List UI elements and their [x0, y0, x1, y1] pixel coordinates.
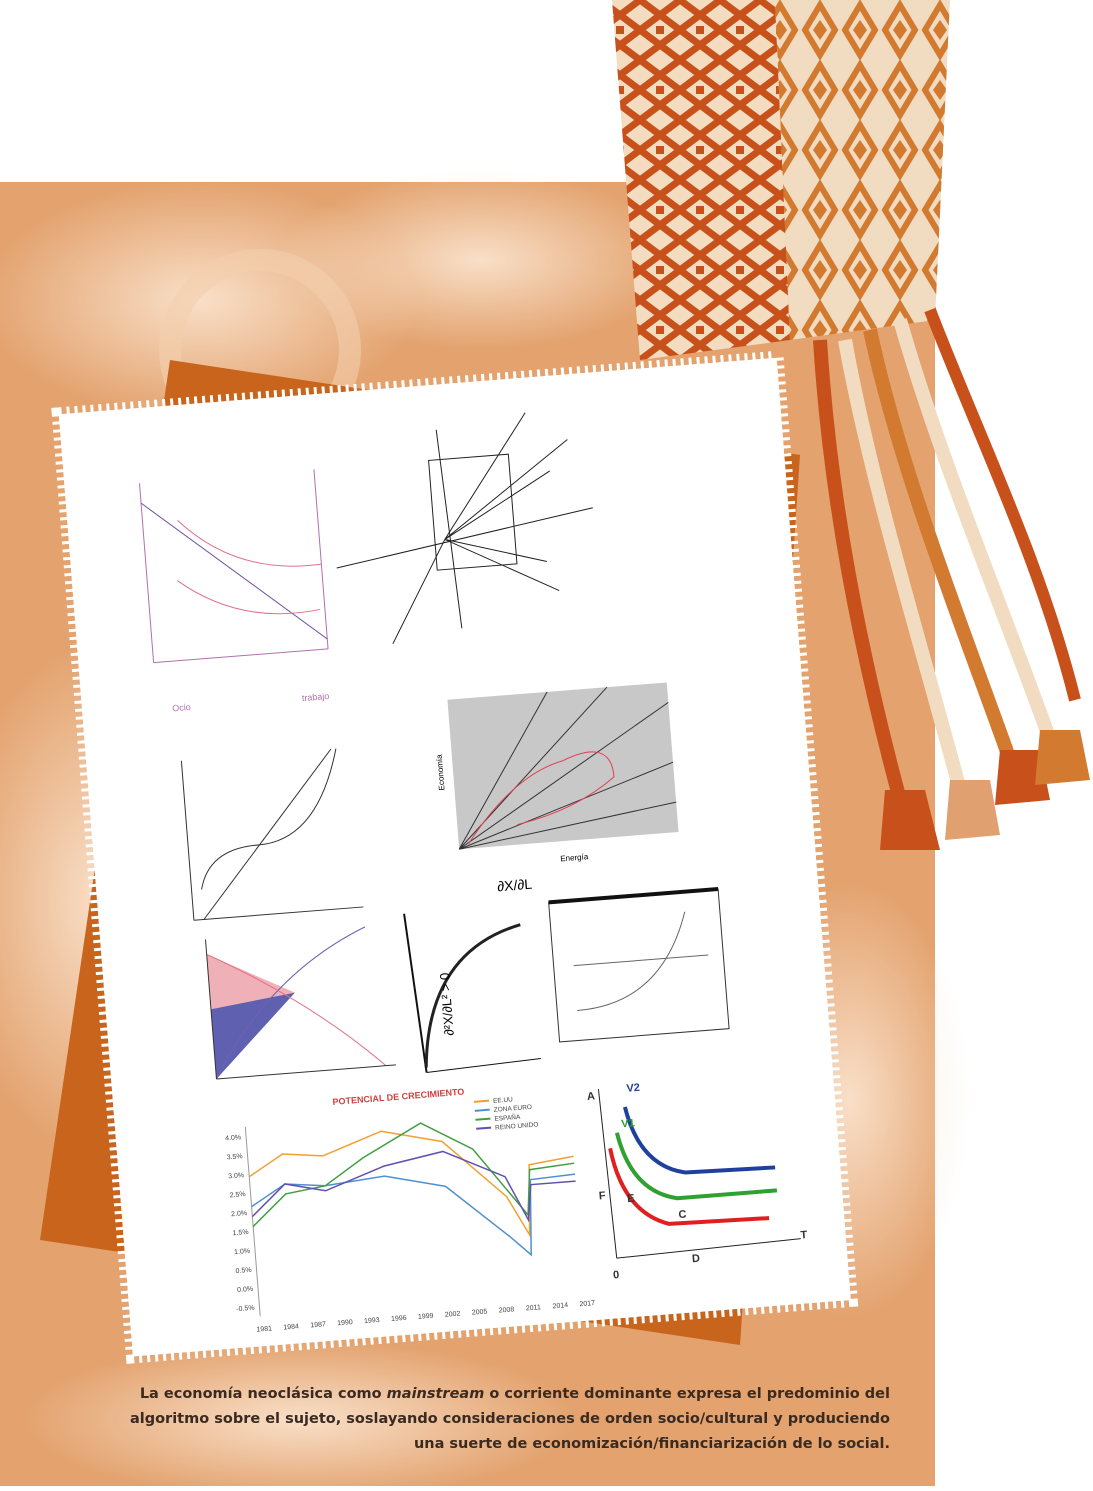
axis-label: Energía: [560, 852, 589, 863]
legend-label: ZONA EURO: [494, 1104, 533, 1114]
label: V1: [621, 1117, 635, 1130]
caption-line: algoritmo sobre el sujeto, soslayando co…: [130, 1411, 890, 1427]
x-tick-label: 2005: [472, 1308, 488, 1316]
labor-chart: Ocio trabajo: [138, 469, 330, 713]
x-tick-label: 1987: [310, 1321, 326, 1329]
x-tick-label: 1984: [283, 1323, 299, 1331]
x-tick-label: 1999: [418, 1313, 434, 1321]
label: F: [598, 1190, 606, 1203]
formula: ∂²X/∂L² > 0: [437, 972, 457, 1036]
legend-swatch: [475, 1117, 491, 1121]
label: 0: [613, 1269, 620, 1281]
energy-chart: Energía Economía: [435, 682, 679, 863]
label: trabajo: [301, 691, 329, 703]
box-chart: [548, 887, 730, 1043]
x-tick-label: 1996: [391, 1315, 407, 1323]
x-tick-label: 2014: [552, 1302, 568, 1310]
legend-swatch: [476, 1126, 492, 1130]
y-tick-label: 3.5%: [226, 1153, 242, 1161]
x-tick-label: 2017: [579, 1300, 595, 1308]
y-tick-label: 2.5%: [229, 1191, 245, 1199]
text: mainstream: [387, 1386, 485, 1402]
formula: ∂X/∂L: [497, 876, 533, 895]
s-curve-chart: [180, 748, 364, 921]
label: C: [678, 1209, 687, 1222]
cost-curves: A V2 V1 F E C D T 0: [587, 1082, 808, 1282]
y-tick-label: 4.0%: [225, 1134, 241, 1142]
y-tick-label: 3.0%: [228, 1172, 244, 1180]
legend-label: ESPAÑA: [494, 1112, 521, 1123]
x-tick-label: 1993: [364, 1317, 380, 1325]
legend-swatch: [473, 1099, 490, 1103]
x-tick-label: 2008: [498, 1306, 514, 1314]
x-tick-label: 2011: [526, 1304, 542, 1312]
y-tick-label: 0.0%: [237, 1286, 253, 1294]
legend-swatch: [474, 1108, 490, 1112]
legend-label: REINO UNIDO: [495, 1121, 539, 1131]
label: D: [692, 1253, 701, 1266]
text: o corriente dominante expresa el predomi…: [489, 1386, 890, 1402]
text: La economía neoclásica como: [140, 1386, 382, 1402]
y-tick-label: 1.0%: [234, 1248, 250, 1256]
x-tick-label: 2002: [445, 1311, 461, 1319]
label: T: [800, 1229, 808, 1242]
surplus-chart: [204, 926, 396, 1080]
caption-line: La economía neoclásica como mainstream o…: [140, 1386, 890, 1402]
caption: La economía neoclásica como mainstream o…: [130, 1386, 890, 1452]
x-tick-label: 1981: [256, 1325, 272, 1333]
legend-label: EE.UU: [493, 1096, 514, 1105]
line-diagram: [336, 412, 593, 645]
x-tick-label: 1990: [337, 1319, 353, 1327]
label: V2: [626, 1082, 640, 1095]
y-tick-label: -0.5%: [236, 1305, 255, 1313]
label: Ocio: [172, 702, 191, 713]
chart-card: Ocio trabajo Energía Economía ∂X/∂L ∂²X/…: [51, 350, 859, 1364]
caption-line: una suerte de economización/financiariza…: [414, 1436, 890, 1452]
axis-label: Economía: [435, 754, 447, 791]
label: A: [587, 1090, 596, 1103]
y-tick-label: 1.5%: [232, 1229, 248, 1237]
label: E: [627, 1193, 635, 1206]
woven-sash: [612, 0, 1090, 850]
y-tick-label: 0.5%: [235, 1267, 251, 1275]
derivative-chart: ∂X/∂L ∂²X/∂L² > 0: [403, 876, 541, 1073]
y-tick-label: 2.0%: [231, 1210, 247, 1218]
